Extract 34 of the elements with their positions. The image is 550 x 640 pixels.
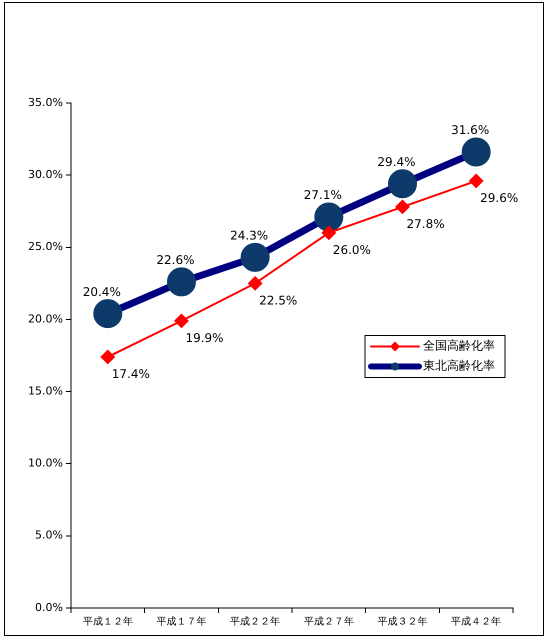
y-tick-label: 30.0% [28, 168, 63, 181]
data-label: 17.4% [112, 367, 150, 382]
point [100, 350, 115, 364]
y-tick-label: 35.0% [28, 96, 63, 109]
x-tick-label: 平成３２年 [377, 616, 428, 628]
y-tick-label: 20.0% [28, 312, 63, 326]
point [322, 226, 336, 240]
x-tick-label: 平成１７年 [156, 616, 206, 628]
x-tick-label: 平成２２年 [230, 616, 280, 628]
data-label: 19.9% [185, 330, 224, 345]
y-tick-label: 25.0% [28, 240, 63, 254]
point [248, 276, 262, 290]
data-label: 22.6% [156, 253, 195, 268]
data-label: 29.6% [480, 191, 518, 206]
x-tick-label: 平成２７年 [304, 616, 354, 628]
x-tick-label: 平成４２年 [451, 616, 502, 628]
legend-label: 全国高齢化率 [423, 338, 495, 353]
data-label: 31.6% [451, 123, 490, 138]
data-label: 27.8% [406, 217, 445, 232]
data-label: 29.4% [377, 154, 416, 169]
data-label: 26.0% [332, 242, 371, 257]
y-tick-label: 5.0% [34, 528, 63, 542]
point [174, 314, 188, 328]
data-label: 24.3% [230, 228, 268, 243]
legend-label: 東北高齢化率 [423, 358, 495, 373]
y-tick-label: 15.0% [28, 384, 63, 398]
data-label: 20.4% [82, 284, 121, 299]
data-label: 22.5% [259, 293, 298, 308]
y-tick-label: 10.0% [28, 456, 63, 470]
data-label: 27.1% [304, 188, 342, 202]
y-tick-label: 0.0% [34, 600, 63, 614]
x-tick-label: 平成１２年 [82, 616, 133, 628]
point [395, 200, 410, 214]
point [469, 174, 484, 188]
